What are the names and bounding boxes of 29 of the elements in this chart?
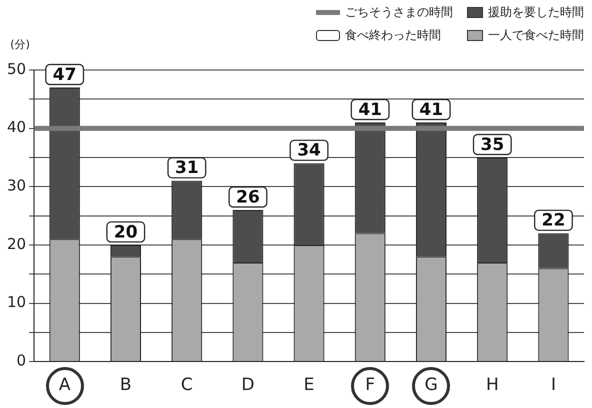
y-tick-label: 0	[16, 351, 26, 370]
y-tick-label: 30	[6, 176, 26, 195]
x-tick-label: B	[120, 375, 132, 396]
x-tick-label: G	[424, 375, 438, 396]
x-tick-label: C	[180, 375, 193, 396]
y-tick-label: 40	[6, 118, 26, 136]
y-axis-title: (分)	[10, 38, 30, 51]
x-tick-label: A	[58, 375, 71, 396]
total-label: 47	[52, 64, 76, 85]
total-label: 35	[480, 134, 504, 155]
total-label: 41	[358, 100, 382, 120]
total-label: 22	[542, 210, 566, 231]
total-label: 31	[175, 158, 199, 178]
legend-label: 援助を要した時間	[488, 4, 584, 21]
y-tick-label: 10	[6, 293, 26, 312]
legend-label: ごちそうさまの時間	[345, 4, 453, 21]
x-tick-label: F	[365, 375, 376, 396]
x-tick-label: D	[241, 375, 254, 396]
total-label: 20	[114, 222, 138, 242]
total-label: 34	[297, 140, 322, 161]
text: 食べ終わった時間	[345, 27, 441, 44]
total-label: 26	[236, 187, 260, 208]
y-tick-label: 50	[6, 60, 26, 78]
x-tick-label: E	[304, 375, 314, 396]
legend-label: 一人で食べた時間	[488, 27, 584, 44]
x-tick-label: H	[486, 375, 499, 396]
x-tick-label: I	[550, 375, 556, 396]
y-tick-label: 20	[6, 234, 26, 253]
total-label: 41	[419, 100, 444, 120]
